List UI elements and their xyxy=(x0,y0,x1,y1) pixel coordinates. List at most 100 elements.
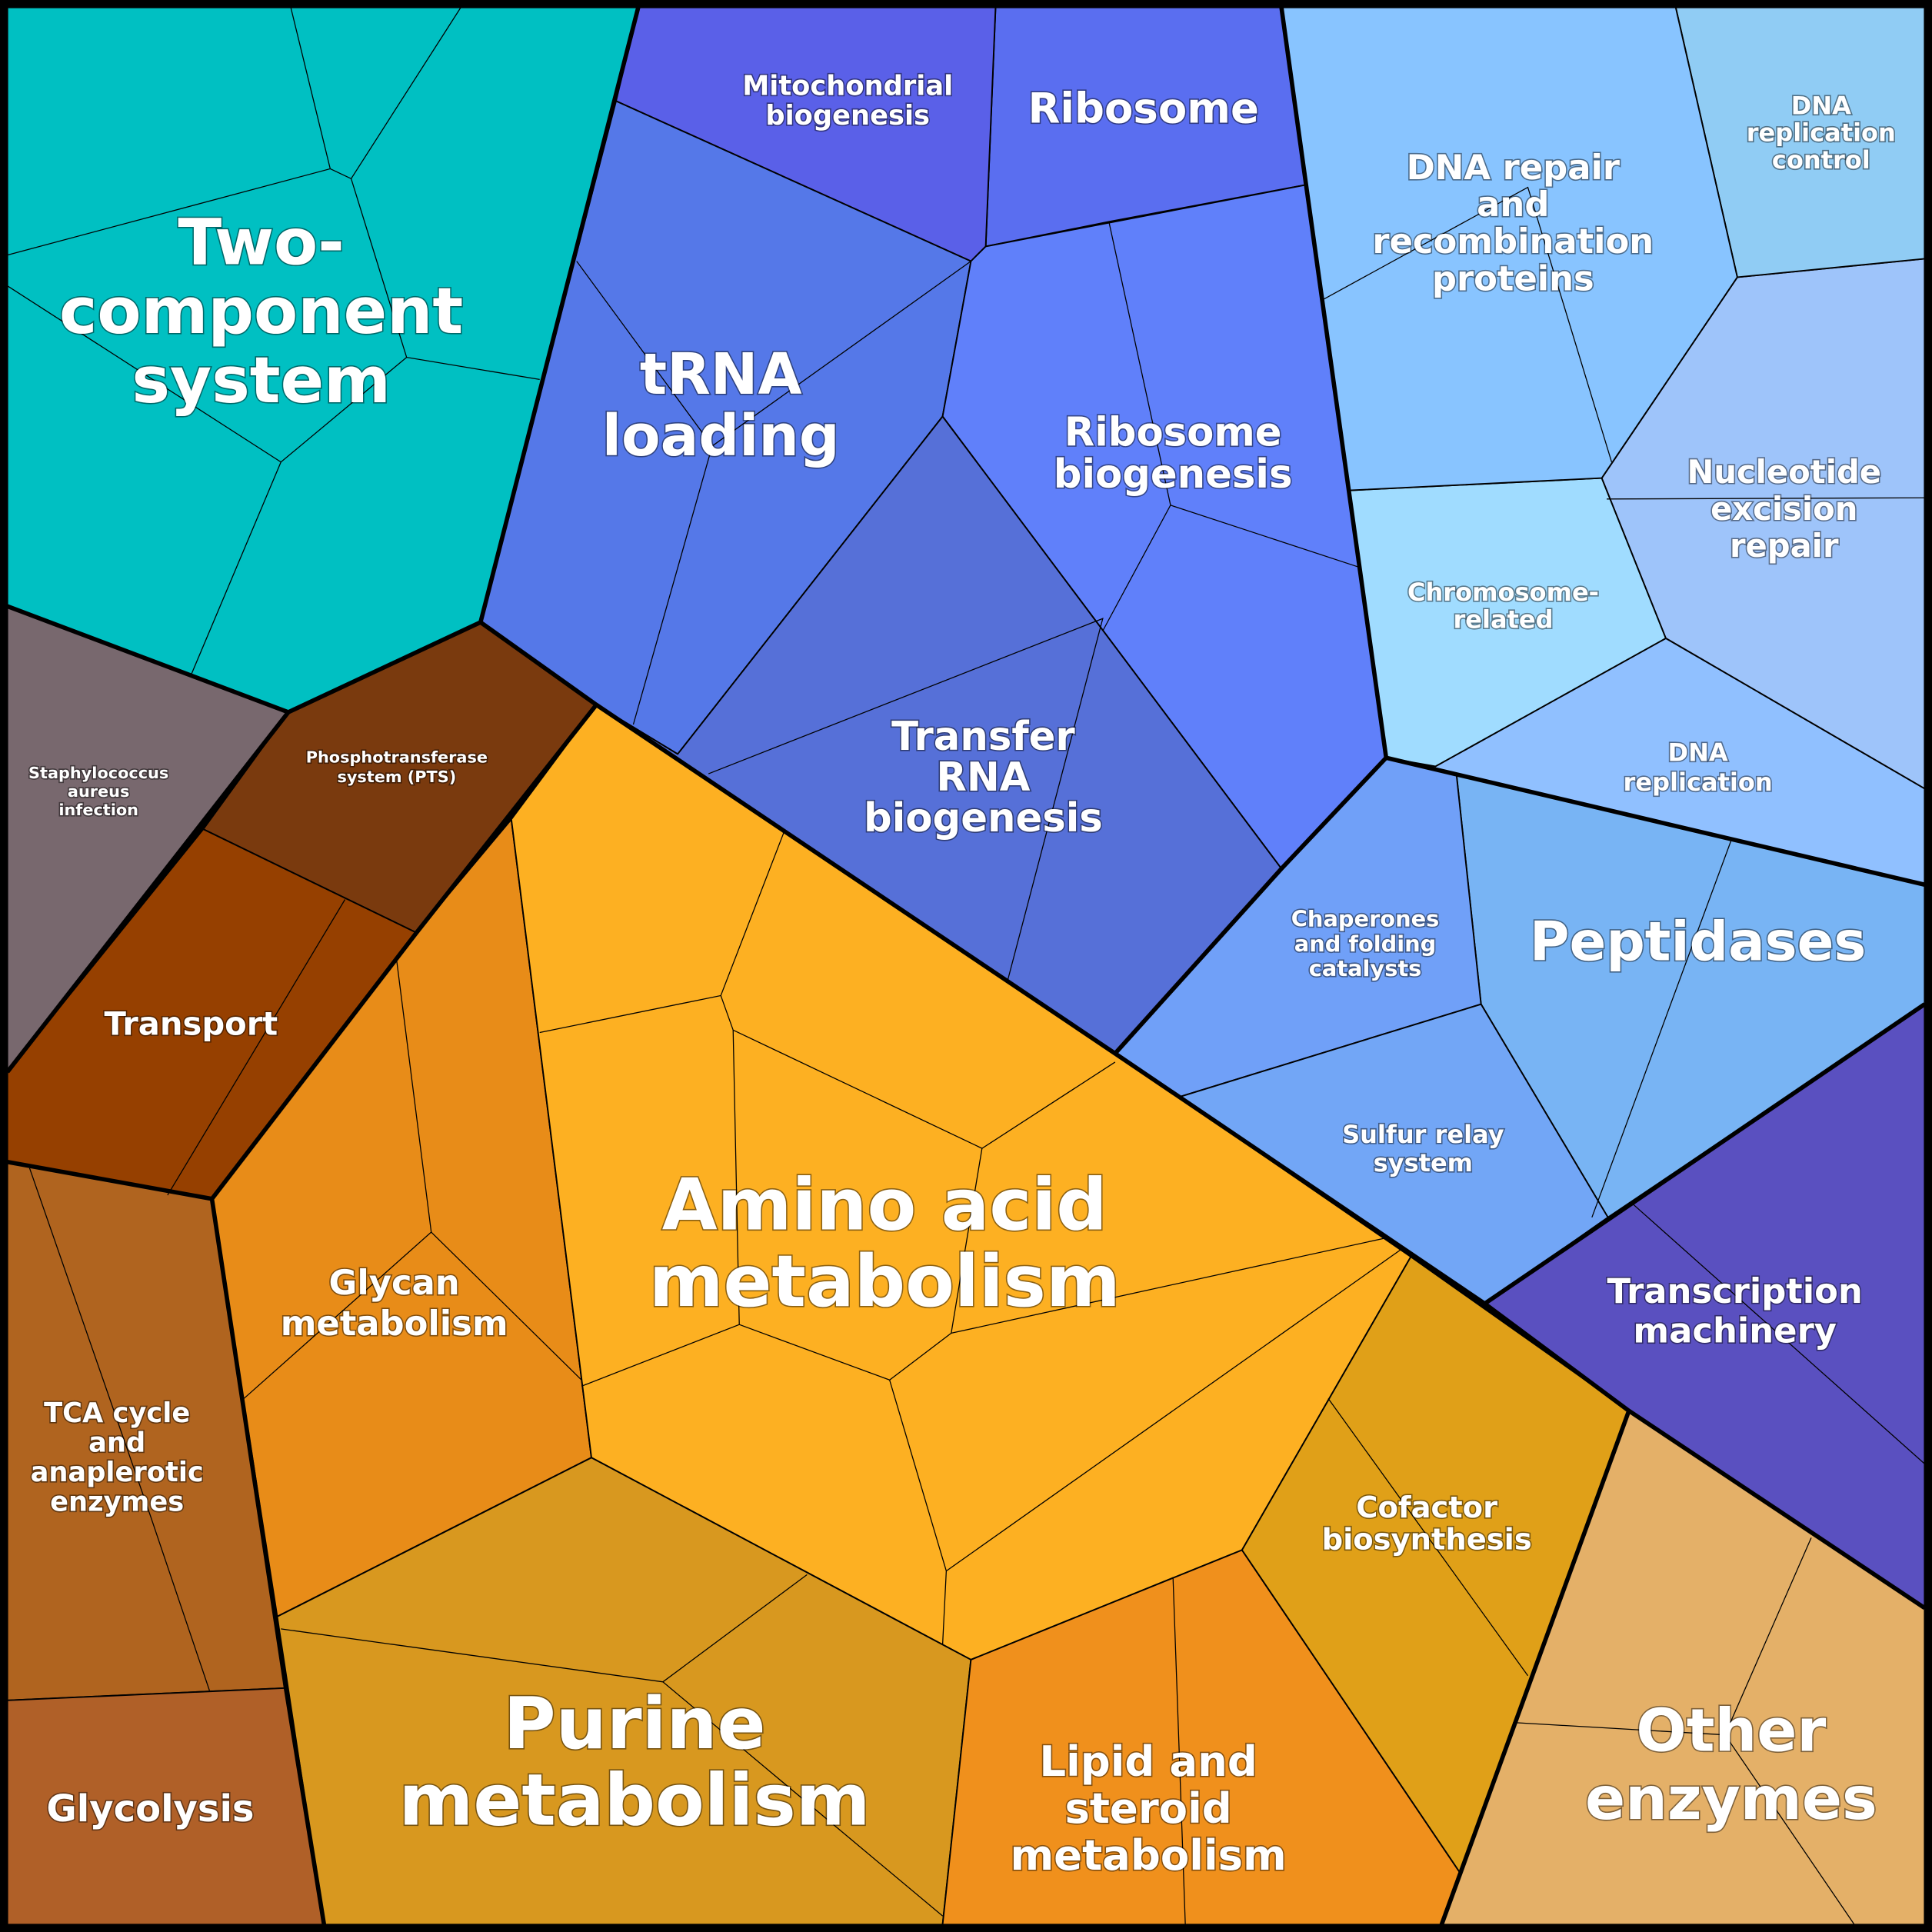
label-line: RNA xyxy=(936,754,1030,801)
inner-line xyxy=(1327,1397,1529,1677)
label-line: Chaperones xyxy=(1291,906,1440,932)
label-line: Purine xyxy=(504,1682,766,1765)
label-line: Transcription xyxy=(1607,1271,1862,1311)
label-line: Phosphotransferase xyxy=(306,748,488,766)
group-border xyxy=(5,711,291,1074)
label-line: replication xyxy=(1624,768,1773,797)
label-line: and xyxy=(1477,184,1549,225)
label-line: biogenesis xyxy=(864,795,1103,841)
label-line: enzymes xyxy=(50,1486,184,1517)
label-line: metabolism xyxy=(1010,1830,1286,1880)
label-line: loading xyxy=(602,404,840,469)
inner-line xyxy=(1170,505,1358,568)
inner-line xyxy=(708,618,1104,980)
inner-line xyxy=(431,1231,582,1381)
label-line: infection xyxy=(58,801,138,819)
inner-lines xyxy=(7,7,1925,1925)
label-line: Transfer xyxy=(891,714,1075,760)
label-line: and folding xyxy=(1294,931,1437,957)
label-line: Amino acid xyxy=(662,1164,1108,1247)
label-line: Chromosome- xyxy=(1407,578,1599,607)
inner-line xyxy=(280,357,408,463)
label-line: biogenesis xyxy=(1054,451,1293,498)
cell-label: Peptidases xyxy=(1528,909,1867,974)
label-line: excision xyxy=(1710,490,1857,528)
label-line: related xyxy=(1453,605,1553,634)
inner-line xyxy=(28,1168,210,1691)
label-line: system xyxy=(132,343,391,418)
label-line: Other xyxy=(1636,1697,1826,1766)
label-line: Glycolysis xyxy=(46,1787,254,1830)
label-line: Mitochondrial xyxy=(742,71,953,102)
inner-line xyxy=(1323,186,1613,462)
label-line: replication xyxy=(1747,118,1896,148)
label-line: tRNA xyxy=(640,342,802,408)
inner-line xyxy=(1607,497,1925,500)
label-line: Cofactor xyxy=(1356,1491,1497,1525)
label-line: catalysts xyxy=(1309,955,1422,981)
inner-line xyxy=(1102,222,1171,631)
inner-line xyxy=(945,1246,1405,1572)
label-line: enzymes xyxy=(1585,1765,1877,1834)
cell-label: Ribosome xyxy=(1027,82,1261,134)
label-line: TCA cycle xyxy=(44,1397,190,1429)
label-line: metabolism xyxy=(399,1758,871,1841)
inner-line xyxy=(662,1681,943,1917)
label-line: anaplerotic xyxy=(31,1457,204,1488)
labels: Two-componentsystemStaphylococcusaureusi… xyxy=(27,69,1897,1881)
group-border xyxy=(209,1198,327,1925)
label-line: Nucleotide xyxy=(1687,453,1881,491)
label-line: system xyxy=(1374,1148,1473,1178)
label-line: metabolism xyxy=(649,1240,1121,1323)
label-line: metabolism xyxy=(281,1303,508,1344)
inner-line xyxy=(1724,1734,1855,1925)
inner-line xyxy=(167,899,346,1196)
label-line: Ribosome xyxy=(1028,83,1258,132)
label-line: recombination xyxy=(1372,221,1654,261)
cell-label: Glycolysis xyxy=(45,1786,255,1831)
label-line: biosynthesis xyxy=(1322,1523,1532,1557)
label-line: component xyxy=(59,274,463,348)
inner-line xyxy=(1591,840,1732,1218)
inner-line xyxy=(1632,1203,1925,1464)
label-line: DNA xyxy=(1668,738,1728,767)
group-border xyxy=(1439,1410,1631,1926)
label-line: control xyxy=(1772,145,1870,175)
cell-label: Chromosome-related xyxy=(1406,577,1600,635)
label-line: steroid xyxy=(1064,1784,1231,1833)
label-line: Lipid and xyxy=(1039,1737,1257,1786)
label-line: biogenesis xyxy=(765,100,930,132)
cell-label: Transport xyxy=(103,1004,279,1044)
group-border xyxy=(6,6,641,715)
cell-label: Phosphotransferase system (PTS) xyxy=(305,747,488,788)
label-line: DNA repair xyxy=(1407,147,1620,188)
inner-line xyxy=(1172,1577,1186,1925)
group-border xyxy=(1113,756,1388,1055)
inner-line xyxy=(951,1236,1391,1334)
label-line: repair xyxy=(1730,527,1839,565)
group-border xyxy=(7,703,598,1201)
label-line: Staphylococcus xyxy=(28,764,168,782)
label-line: Sulfur relay xyxy=(1342,1120,1504,1149)
label-line: Transport xyxy=(104,1005,278,1043)
